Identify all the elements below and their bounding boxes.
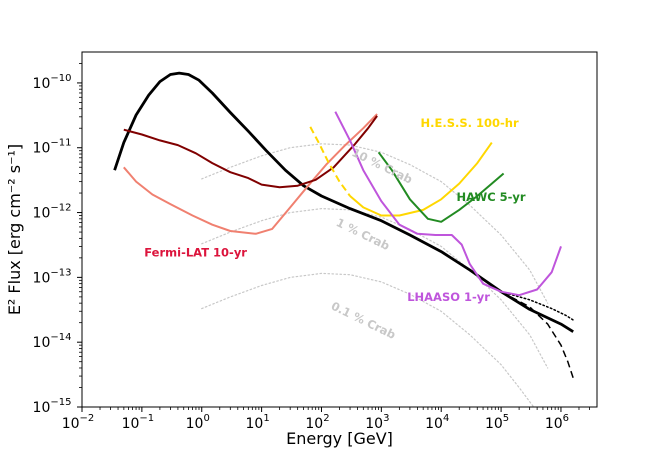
annotation-hawc-5-yr: HAWC 5-yr <box>457 190 526 204</box>
x-tick-label: 104 <box>425 413 449 432</box>
series-line-curve-0 <box>113 71 574 333</box>
series-line-h-e-s-s-100-hr <box>309 126 351 197</box>
y-tick-label: 10−14 <box>33 332 72 351</box>
x-axis-label: Energy [GeV] <box>286 429 393 448</box>
series-line-10-crab <box>201 143 549 304</box>
x-tick-label: 10−2 <box>62 413 95 432</box>
crab-lines <box>201 143 549 408</box>
y-axis-ticks: 10−15 10−14 10−13 10−12 10−11 10−10 <box>33 63 82 416</box>
series-line-0-1-crab <box>201 272 535 408</box>
series-line-hawc-5-yr <box>377 151 505 223</box>
x-tick-label: 100 <box>186 413 210 432</box>
series-line-curve-2 <box>500 291 574 379</box>
annotation-fermi-lat-10-yr: Fermi-LAT 10-yr <box>144 246 247 260</box>
y-tick-label: 10−13 <box>33 267 72 286</box>
series-line-fermi-lat-10-yr <box>123 113 378 235</box>
annotation-0-1-crab: 0.1 % Crab <box>329 299 398 342</box>
x-tick-label: 101 <box>246 413 270 432</box>
series-lines <box>113 71 574 379</box>
annotation-lhaaso-1-yr: LHAASO 1-yr <box>407 290 490 304</box>
annotation-h-e-s-s-100-hr: H.E.S.S. 100-hr <box>421 116 519 130</box>
x-tick-label: 10−1 <box>122 413 155 432</box>
y-tick-label: 10−10 <box>33 73 72 92</box>
y-axis-label: E² Flux [erg cm⁻² s⁻¹] <box>5 144 24 315</box>
x-tick-label: 105 <box>485 413 509 432</box>
series-line-curve-1 <box>500 290 574 321</box>
y-tick-label: 10−11 <box>33 138 72 157</box>
y-tick-label: 10−12 <box>33 203 72 222</box>
x-tick-label: 106 <box>545 413 569 432</box>
annotation-10-crab: 10 % Crab <box>350 145 415 186</box>
y-tick-label: 10−15 <box>33 397 72 416</box>
series-line-1-crab <box>201 208 549 369</box>
series-line-h-e-s-s-100-hr <box>349 142 493 217</box>
series-line-curve-4 <box>123 115 378 189</box>
series-line-lhaaso-1-yr <box>334 111 562 297</box>
